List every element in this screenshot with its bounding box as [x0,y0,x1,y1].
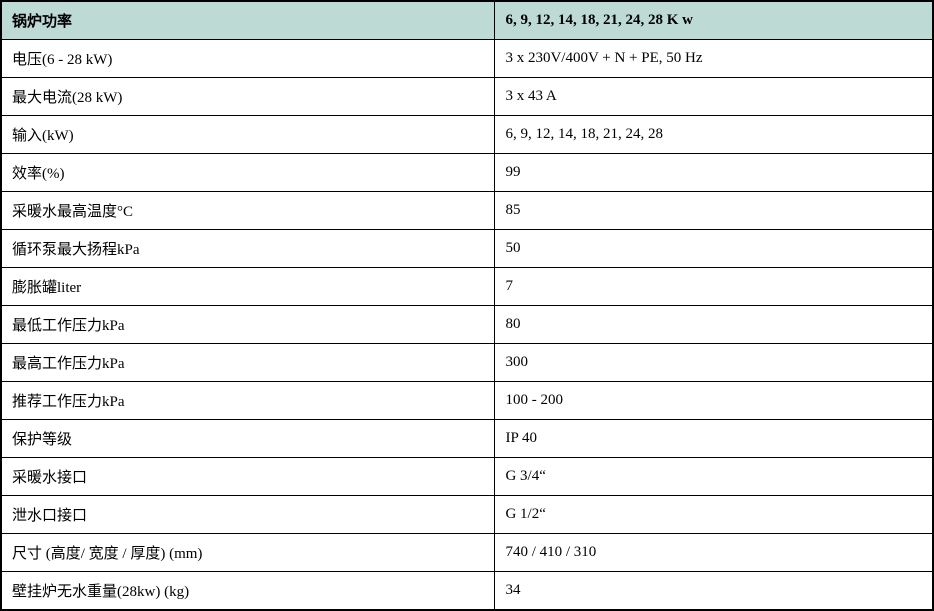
row-label: 推荐工作压力kPa [1,382,495,420]
spec-table: 锅炉功率 6, 9, 12, 14, 18, 21, 24, 28 K w 电压… [0,0,934,611]
header-value: 6, 9, 12, 14, 18, 21, 24, 28 K w [495,1,933,40]
row-value: 85 [495,192,933,230]
row-label: 最高工作压力kPa [1,344,495,382]
table-row: 保护等级IP 40 [1,420,933,458]
row-value: 99 [495,154,933,192]
table-header-row: 锅炉功率 6, 9, 12, 14, 18, 21, 24, 28 K w [1,1,933,40]
row-value: 6, 9, 12, 14, 18, 21, 24, 28 [495,116,933,154]
row-value: IP 40 [495,420,933,458]
row-label: 循环泵最大扬程kPa [1,230,495,268]
row-label: 采暖水接口 [1,458,495,496]
table-row: 膨胀罐liter7 [1,268,933,306]
row-label: 尺寸 (高度/ 宽度 / 厚度) (mm) [1,534,495,572]
row-value: 80 [495,306,933,344]
spec-table-container: 锅炉功率 6, 9, 12, 14, 18, 21, 24, 28 K w 电压… [0,0,934,611]
row-label: 膨胀罐liter [1,268,495,306]
table-row: 最低工作压力kPa80 [1,306,933,344]
row-value: 100 - 200 [495,382,933,420]
table-row: 最大电流(28 kW)3 x 43 A [1,78,933,116]
row-value: G 1/2“ [495,496,933,534]
row-label: 最大电流(28 kW) [1,78,495,116]
row-label: 最低工作压力kPa [1,306,495,344]
table-row: 推荐工作压力kPa100 - 200 [1,382,933,420]
row-value: G 3/4“ [495,458,933,496]
row-value: 300 [495,344,933,382]
row-label: 采暖水最高温度°C [1,192,495,230]
table-row: 尺寸 (高度/ 宽度 / 厚度) (mm)740 / 410 / 310 [1,534,933,572]
table-row: 采暖水接口G 3/4“ [1,458,933,496]
row-label: 壁挂炉无水重量(28kw) (kg) [1,572,495,611]
row-value: 7 [495,268,933,306]
table-row: 壁挂炉无水重量(28kw) (kg)34 [1,572,933,611]
row-value: 3 x 230V/400V + N + PE, 50 Hz [495,40,933,78]
table-row: 最高工作压力kPa300 [1,344,933,382]
row-label: 保护等级 [1,420,495,458]
row-label: 电压(6 - 28 kW) [1,40,495,78]
table-row: 电压(6 - 28 kW)3 x 230V/400V + N + PE, 50 … [1,40,933,78]
row-value: 3 x 43 A [495,78,933,116]
row-label: 效率(%) [1,154,495,192]
row-value: 34 [495,572,933,611]
table-row: 输入(kW)6, 9, 12, 14, 18, 21, 24, 28 [1,116,933,154]
table-row: 采暖水最高温度°C85 [1,192,933,230]
header-label: 锅炉功率 [1,1,495,40]
row-value: 740 / 410 / 310 [495,534,933,572]
row-value: 50 [495,230,933,268]
table-row: 效率(%)99 [1,154,933,192]
table-row: 循环泵最大扬程kPa50 [1,230,933,268]
row-label: 泄水口接口 [1,496,495,534]
row-label: 输入(kW) [1,116,495,154]
table-row: 泄水口接口G 1/2“ [1,496,933,534]
spec-table-body: 电压(6 - 28 kW)3 x 230V/400V + N + PE, 50 … [1,40,933,611]
